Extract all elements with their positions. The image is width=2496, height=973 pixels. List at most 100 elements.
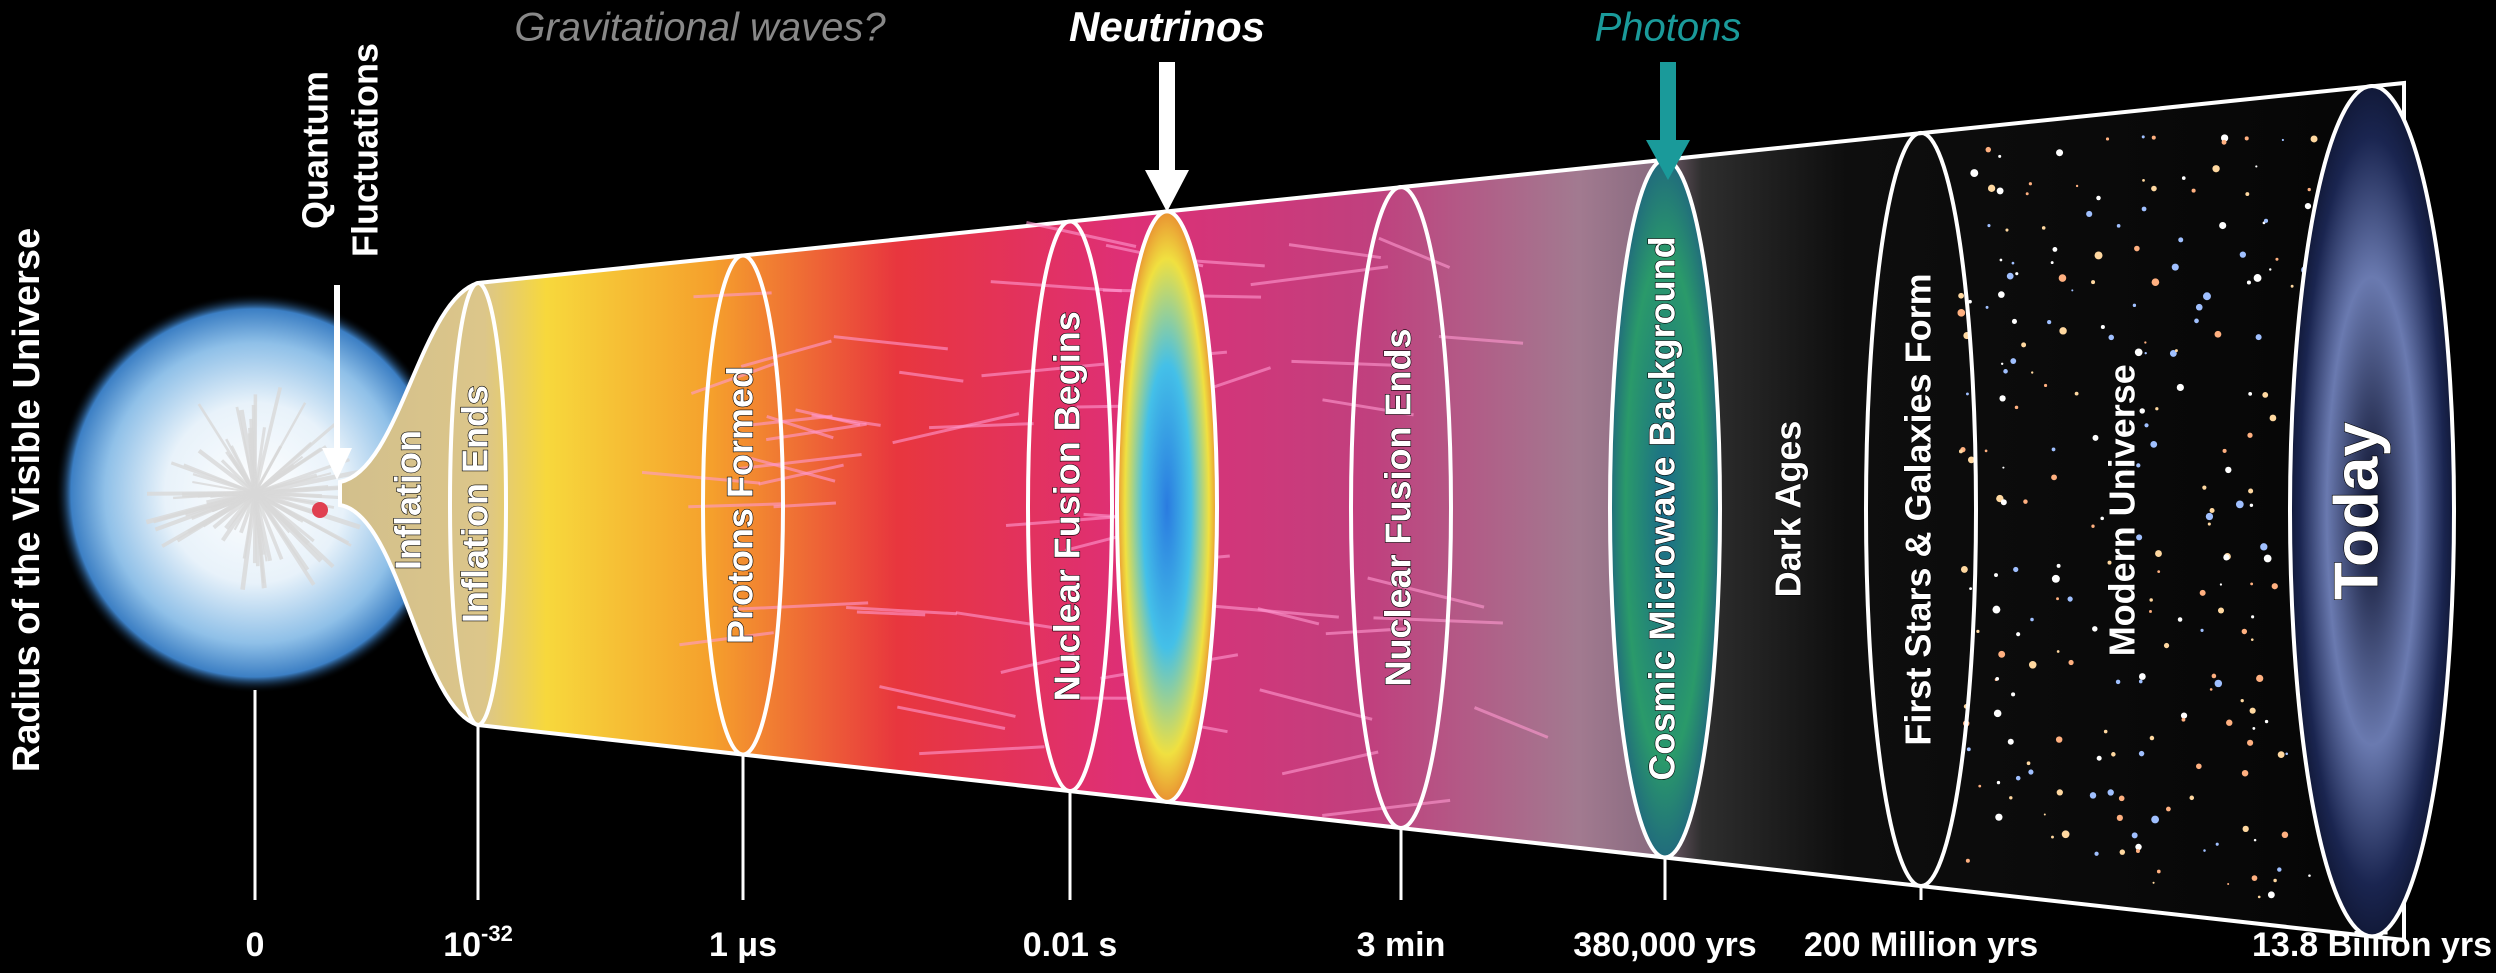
star — [2212, 674, 2217, 679]
star — [2189, 796, 2194, 801]
star — [2029, 182, 2032, 185]
star — [2218, 607, 2224, 613]
star — [2223, 554, 2229, 560]
star — [2203, 849, 2206, 852]
star — [1978, 785, 1981, 788]
annotation: Quantum — [295, 71, 336, 229]
star — [2216, 843, 2219, 846]
star — [2009, 796, 2012, 799]
star — [2153, 882, 2155, 884]
star — [2245, 192, 2249, 196]
star — [2095, 251, 2103, 259]
arrow-head — [1145, 170, 1189, 212]
star — [2052, 247, 2057, 252]
star — [2075, 392, 2079, 396]
star — [2241, 699, 2244, 702]
star — [2226, 720, 2232, 726]
star — [2282, 139, 2284, 141]
star — [2225, 467, 2231, 473]
star — [2222, 140, 2227, 145]
star — [2285, 752, 2288, 755]
timeline-label: 0 — [246, 926, 265, 964]
star — [2282, 832, 2289, 839]
star — [2308, 188, 2311, 191]
star — [2178, 237, 2183, 242]
star — [2005, 229, 2008, 232]
star — [2117, 224, 2121, 228]
star — [1995, 677, 1999, 681]
timeline-label: 200 Million yrs — [1804, 926, 2038, 964]
star — [2059, 327, 2066, 334]
stage-label: Nuclear Fusion Begins — [1047, 311, 1088, 701]
star — [2250, 504, 2253, 507]
star — [1998, 291, 2005, 298]
universe-horn — [340, 83, 2404, 940]
star — [1998, 651, 2005, 658]
star — [2192, 189, 2196, 193]
star — [1969, 587, 1972, 590]
stage-label: Inflation Ends — [455, 385, 496, 623]
star — [2071, 289, 2073, 291]
star — [2108, 335, 2114, 341]
star — [2042, 226, 2046, 230]
star — [2262, 392, 2268, 398]
star — [1961, 566, 1968, 573]
timeline-label: 3 min — [1357, 926, 1446, 964]
star — [1999, 395, 2005, 401]
star — [2256, 675, 2263, 682]
star — [2251, 615, 2254, 618]
star — [1976, 630, 1979, 633]
timeline-label: 1 μs — [709, 926, 777, 964]
star — [2057, 564, 2061, 568]
star — [2016, 632, 2020, 636]
star — [2194, 319, 2199, 324]
star — [2003, 369, 2008, 374]
star — [2181, 712, 2187, 718]
star — [2067, 596, 2072, 601]
star — [2142, 135, 2145, 138]
star — [2308, 874, 2311, 877]
star — [2094, 852, 2098, 856]
star — [2200, 629, 2203, 632]
stage-label: Inflation — [388, 430, 429, 570]
star — [2044, 813, 2046, 815]
star — [2133, 304, 2136, 307]
star — [2101, 325, 2105, 329]
star — [2215, 680, 2222, 687]
star — [2056, 736, 2062, 742]
star — [2264, 219, 2268, 223]
star — [2247, 280, 2251, 284]
star — [2150, 736, 2155, 741]
star — [2268, 891, 2275, 898]
star — [2139, 680, 2143, 684]
star — [2013, 567, 2018, 572]
star — [2277, 867, 2281, 871]
star — [2258, 896, 2261, 899]
star — [2178, 617, 2183, 622]
star — [2012, 319, 2017, 324]
star — [2052, 575, 2060, 583]
star — [2001, 499, 2007, 505]
star — [2220, 583, 2222, 585]
star — [2252, 875, 2258, 881]
star — [2134, 246, 2140, 252]
star — [2212, 165, 2219, 172]
star — [2182, 718, 2186, 722]
messenger-label: Gravitational waves? — [514, 6, 886, 50]
star — [2120, 849, 2125, 854]
star — [2182, 176, 2186, 180]
timeline-label: 10-32 — [443, 921, 513, 964]
star — [2196, 763, 2202, 769]
annotation: Fluctuations — [345, 43, 386, 257]
messenger-label: Neutrinos — [1069, 3, 1265, 50]
star — [2164, 643, 2169, 648]
star — [2223, 449, 2227, 453]
star — [2250, 582, 2253, 585]
fluctuation — [312, 502, 328, 518]
star — [2177, 384, 2184, 391]
star — [1987, 224, 1990, 227]
star — [2247, 740, 2253, 746]
star — [2242, 770, 2248, 776]
star — [2260, 543, 2267, 550]
page: {"axis_title":"Radius of the Visible Uni… — [0, 0, 2496, 973]
